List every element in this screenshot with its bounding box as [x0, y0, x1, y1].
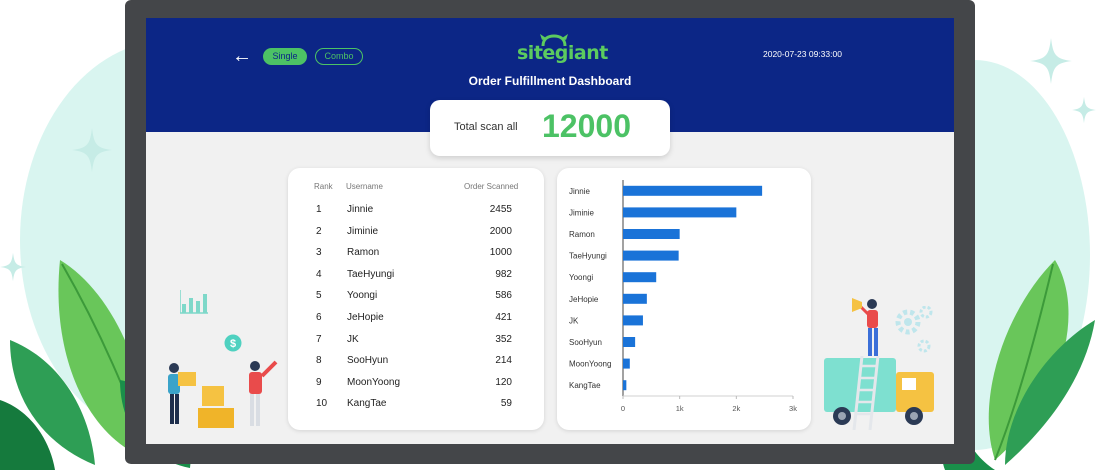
category-label: Jinnie	[569, 187, 590, 196]
bar	[623, 250, 679, 261]
table-row: 2 Jiminie 2000	[288, 226, 544, 247]
table-row: 6 JeHopie 421	[288, 312, 544, 333]
count-cell: 120	[495, 376, 512, 388]
order-scanned-bar-chart: Jinnie Jiminie Ramon TaeHyungi Yoongi JeHopie…	[557, 168, 811, 430]
username-cell: TaeHyungi	[347, 268, 395, 280]
table-row: 9 MoonYoong 120	[288, 377, 544, 398]
rank-cell: 6	[316, 312, 322, 323]
username-cell: SooHyun	[347, 355, 389, 367]
category-label: SooHyun	[569, 338, 602, 347]
dollar-coin-icon: $	[224, 334, 242, 352]
bar	[623, 272, 657, 283]
mode-combo-button[interactable]: Combo	[315, 48, 363, 65]
cardboard-boxes	[198, 386, 234, 428]
category-label: JeHopie	[569, 295, 599, 304]
total-scan-card: Total scan all 12000	[430, 100, 670, 156]
username-cell: KangTae	[347, 398, 387, 410]
rank-cell: 3	[316, 247, 322, 259]
logo-text: sitegiant	[517, 42, 608, 64]
count-cell: 352	[495, 333, 512, 345]
category-label: MoonYoong	[569, 360, 611, 369]
username-cell: MoonYoong	[347, 376, 401, 388]
bar	[623, 293, 647, 304]
worker-pointing	[249, 360, 278, 426]
table-row: 10 KangTae 59	[288, 398, 544, 419]
logo-mascot-icon	[540, 34, 568, 47]
ladder	[852, 356, 880, 430]
datetime-display: 2020-07-23 09:33:00	[763, 49, 842, 59]
username-cell: Jiminie	[347, 225, 379, 237]
svg-text:$: $	[230, 338, 236, 350]
sparkle-icon	[1072, 96, 1096, 124]
bar	[623, 185, 763, 196]
dashboard-title: Order Fulfillment Dashboard	[468, 74, 632, 88]
rank-cell: 5	[316, 290, 322, 302]
worker-carrying-box	[168, 363, 196, 424]
category-label: Jiminie	[569, 208, 594, 217]
table-row: 7 JK 352	[288, 334, 544, 355]
x-tick-label: 0	[621, 404, 625, 413]
total-scan-label: Total scan all	[454, 121, 518, 133]
count-cell: 982	[495, 268, 512, 280]
count-cell: 2000	[489, 225, 512, 237]
table-row: 5 Yoongi 586	[288, 290, 544, 311]
dashboard-screen: ← Single Combo sitegiant Order Fulfillme…	[146, 18, 954, 444]
woman-with-megaphone	[852, 298, 878, 356]
table-row: 4 TaeHyungi 982	[288, 269, 544, 290]
username-cell: JK	[347, 333, 359, 345]
category-label: Yoongi	[569, 273, 593, 282]
count-cell: 1000	[489, 247, 512, 259]
bar	[623, 337, 636, 347]
rank-cell: 8	[316, 355, 322, 367]
category-label: JK	[569, 316, 579, 325]
username-cell: Jinnie	[347, 204, 374, 215]
rank-cell: 9	[316, 376, 322, 388]
mode-single-button[interactable]: Single	[263, 48, 307, 65]
category-label: TaeHyungi	[569, 252, 607, 261]
count-cell: 59	[500, 398, 512, 410]
table-row: 8 SooHyun 214	[288, 355, 544, 376]
x-tick-label: 2k	[732, 404, 740, 413]
category-label: Ramon	[569, 230, 595, 239]
bar-chart-svg: Jinnie Jiminie Ramon TaeHyungi Yoongi JeHopie…	[569, 180, 797, 413]
table-row: 3 Ramon 1000	[288, 247, 544, 268]
column-header-username: Username	[346, 182, 383, 191]
gear-icon	[895, 306, 933, 353]
username-cell: Yoongi	[347, 290, 378, 302]
sparkle-icon	[1030, 38, 1072, 84]
bar	[623, 358, 630, 369]
username-cell: JeHopie	[347, 312, 384, 323]
bar	[623, 315, 643, 326]
sparkle-icon	[0, 252, 26, 282]
leaderboard-table: Rank Username Order Scanned 1 Jinnie 2 4 55 …	[288, 168, 544, 430]
x-tick-label: 3k	[789, 404, 797, 413]
bar	[623, 207, 737, 218]
column-header-order-scanned: Order Scanned	[464, 182, 519, 191]
category-label: KangTae	[569, 381, 601, 390]
username-cell: Ramon	[347, 247, 380, 259]
column-header-rank: Rank	[314, 182, 333, 191]
rank-cell: 4	[316, 268, 322, 280]
rank-cell: 1	[316, 204, 322, 215]
count-cell: 586	[495, 290, 512, 302]
count-cell: 2455	[489, 204, 512, 215]
x-tick-label: 1k	[676, 404, 684, 413]
bar-chart-icon	[180, 290, 208, 314]
total-scan-value: 12000	[542, 108, 631, 144]
back-arrow-icon[interactable]: ←	[232, 45, 252, 67]
bar	[623, 380, 627, 391]
table-row: 1 Jinnie 2455	[288, 204, 544, 225]
count-cell: 214	[495, 355, 512, 367]
count-cell: 421	[495, 312, 512, 323]
rank-cell: 2	[316, 225, 322, 237]
rank-cell: 7	[316, 333, 322, 345]
rank-cell: 10	[316, 398, 328, 410]
bar	[623, 229, 680, 239]
sitegiant-logo: sitegiant	[517, 34, 608, 66]
sparkle-icon	[72, 128, 112, 172]
